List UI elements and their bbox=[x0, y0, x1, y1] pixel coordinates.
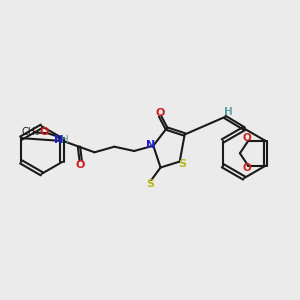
Text: H: H bbox=[225, 107, 233, 117]
Text: O: O bbox=[242, 163, 251, 173]
Text: O: O bbox=[39, 127, 49, 137]
Text: O: O bbox=[242, 133, 251, 143]
Text: S: S bbox=[147, 179, 155, 189]
Text: O: O bbox=[155, 108, 165, 118]
Text: H: H bbox=[61, 135, 68, 145]
Text: N: N bbox=[146, 140, 155, 150]
Text: S: S bbox=[178, 159, 186, 169]
Text: N: N bbox=[54, 135, 64, 145]
Text: O: O bbox=[76, 160, 85, 170]
Text: H: H bbox=[224, 107, 232, 117]
Text: CH₃: CH₃ bbox=[21, 127, 39, 136]
